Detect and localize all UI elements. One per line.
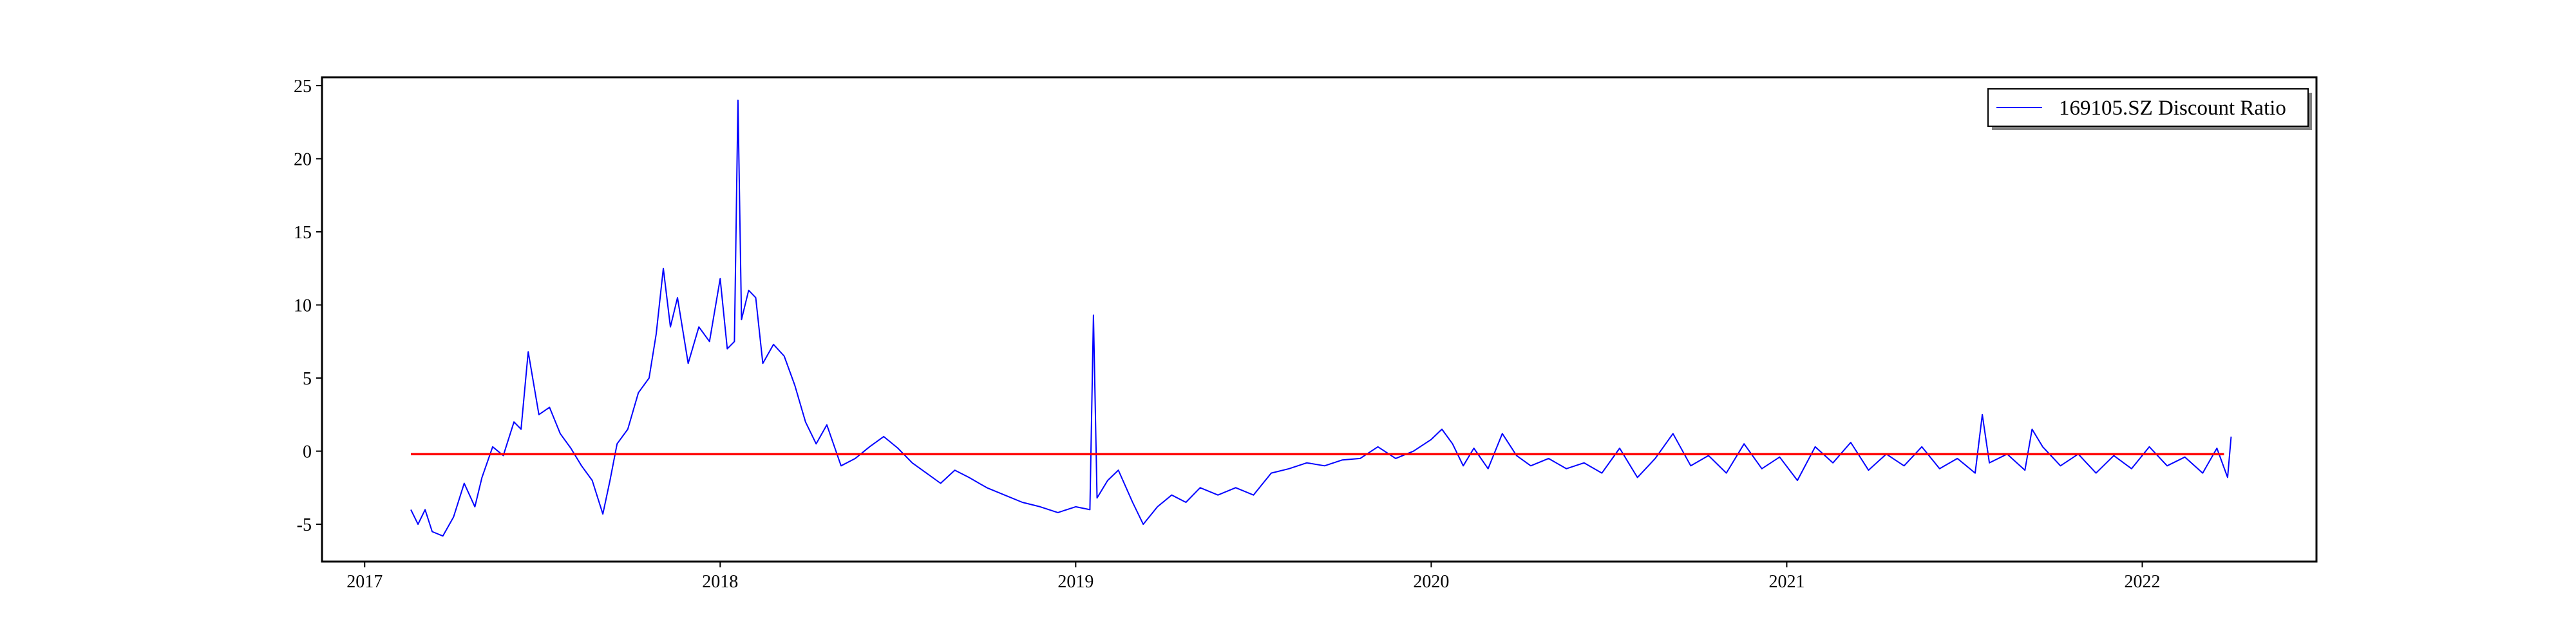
x-tick-label: 2020 (1413, 572, 1449, 592)
y-tick-label: 25 (294, 77, 312, 97)
x-tick-label: 2022 (2124, 572, 2160, 592)
legend: 169105.SZ Discount Ratio (1987, 88, 2312, 130)
x-tick-label: 2018 (702, 572, 738, 592)
x-tick-label: 2021 (1768, 572, 1804, 592)
axes-frame (321, 76, 2318, 563)
y-tick-label: 5 (303, 369, 312, 389)
y-tick-label: 10 (294, 296, 312, 316)
legend-label: 169105.SZ Discount Ratio (2059, 97, 2286, 120)
x-tick-label: 2017 (346, 572, 383, 592)
y-tick-label: 0 (303, 442, 312, 462)
y-tick-label: 15 (294, 223, 312, 243)
y-tick-label: -5 (297, 515, 312, 535)
x-tick-label: 2019 (1057, 572, 1094, 592)
y-tick-label: 20 (294, 149, 312, 169)
data-line (410, 99, 2232, 537)
